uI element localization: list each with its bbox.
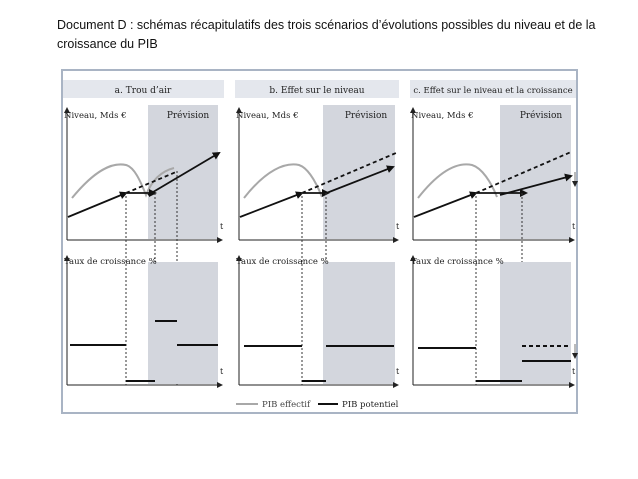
panel-b-level-t-label: t — [396, 222, 400, 231]
panel-a-forecast-zone-top — [148, 105, 218, 239]
panel-c-header: c. Effet sur le niveau et la croissance — [413, 86, 572, 96]
panel-b-potential-trend — [239, 191, 304, 218]
panel-a-header: a. Trou d’air — [115, 86, 172, 96]
panel-b-forecast-label: Prévision — [345, 110, 388, 121]
panel-b-header-bar — [235, 80, 399, 98]
panel-b-forecast-zone-top — [323, 105, 395, 239]
panel-b-header: b. Effet sur le niveau — [269, 86, 364, 96]
panel-c-growth-t-label: t — [572, 367, 576, 376]
document-title: Document D : schémas récapitulatifs des … — [57, 18, 596, 51]
panel-b-growth-t-label: t — [396, 367, 400, 376]
panel-a-potential-forecast — [147, 151, 221, 196]
panel-c-forecast-label: Prévision — [520, 110, 563, 121]
panel-a-forecast-label: Prévision — [167, 110, 210, 121]
panel-c-forecast-zone-bottom — [500, 262, 571, 384]
legend-potential-label: PIB potentiel — [342, 400, 399, 410]
panel-b-growth-label: Taux de croissance % — [236, 257, 329, 267]
figure-frame — [61, 69, 578, 414]
panel-a-potential-trend — [67, 191, 128, 218]
panel-a-growth-label: Taux de croissance % — [64, 257, 157, 267]
panel-a-growth-t-label: t — [220, 367, 224, 376]
panel-c: c. Effet sur le niveau et la croissance … — [410, 80, 578, 388]
panel-a-forecast-zone-bottom — [148, 262, 218, 384]
panel-b-potential-forecast — [323, 165, 395, 195]
panel-a-header-bar — [63, 80, 224, 98]
panel-c-header-bar — [410, 80, 576, 98]
panel-c-forecast-zone-top — [500, 105, 571, 239]
panel-b-effective-curve — [243, 163, 323, 199]
panel-c-level-label: Niveau, Mds € — [411, 111, 474, 121]
panel-b-forecast-zone-bottom — [323, 262, 395, 384]
panel-c-effective-curve — [417, 163, 498, 199]
panel-c-potential-dashed — [475, 151, 572, 194]
panel-c-potential-forecast — [499, 173, 573, 196]
panel-b: b. Effet sur le niveau Prévision Niveau,… — [235, 80, 400, 388]
panel-b-level-label: Niveau, Mds € — [236, 111, 299, 121]
legend: PIB effectif PIB potentiel — [236, 400, 399, 410]
panel-a-level-t-label: t — [220, 222, 224, 231]
panel-c-growth-label: Taux de croissance % — [411, 257, 504, 267]
legend-effective-label: PIB effectif — [262, 400, 311, 410]
panel-a: a. Trou d’air Prévision Niveau, Mds € t … — [63, 80, 224, 388]
panel-c-level-t-label: t — [572, 222, 576, 231]
panel-a-level-label: Niveau, Mds € — [64, 111, 127, 121]
panel-c-potential-trend — [413, 191, 478, 218]
panel-a-potential-dashed — [125, 171, 177, 194]
panel-b-potential-dashed — [301, 152, 397, 194]
